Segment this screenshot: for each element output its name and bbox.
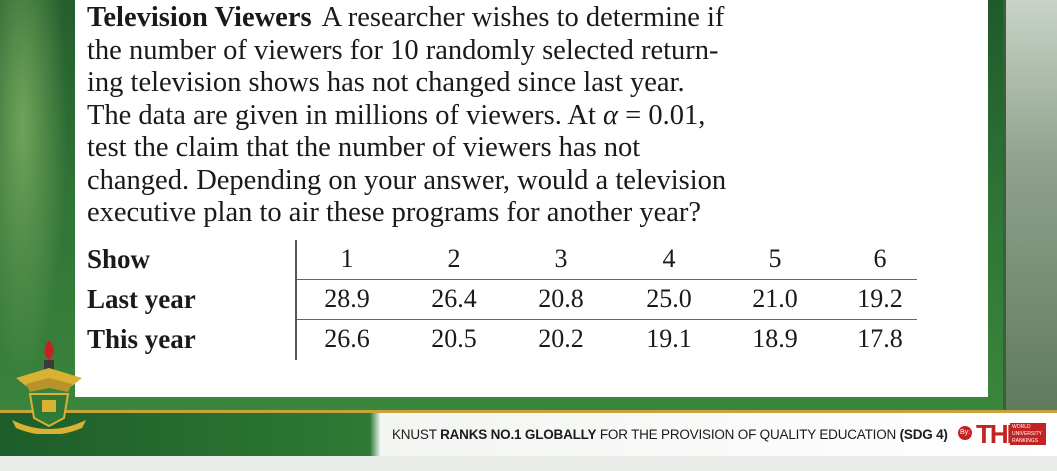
problem-line-2: the number of viewers for 10 randomly se…	[87, 34, 719, 66]
problem-heading: Television Viewers	[87, 2, 312, 33]
show-number: 2	[447, 244, 461, 273]
show-number: 5	[768, 244, 782, 273]
table-row-this-year: This year 26.6 20.5 20.2 19.1 18.9 17.8	[87, 320, 917, 360]
show-number: 6	[873, 244, 887, 273]
table-cell: 18.9	[752, 324, 798, 353]
table-cell: 28.9	[324, 284, 370, 313]
banner-text-mid: FOR THE PROVISION OF QUALITY EDUCATION	[599, 427, 897, 442]
banner-text: KNUST RANKS NO.1 GLOBALLY FOR THE PROVIS…	[392, 427, 948, 442]
row-label: This year	[87, 324, 196, 354]
right-strip-border	[1003, 0, 1006, 410]
problem-line-5: test the claim that the number of viewer…	[87, 132, 641, 163]
the-rankings-logo: THE WORLD UNIVERSITY RANKINGS	[976, 420, 1046, 448]
by-badge: By:	[958, 426, 972, 440]
problem-line-1: Television Viewers A researcher wishes to…	[87, 2, 967, 35]
banner-gold-line	[0, 410, 1057, 413]
right-side-strip	[1003, 0, 1057, 410]
table-rule-2	[297, 319, 917, 320]
table-cell: 20.2	[538, 324, 584, 353]
table-cell: 26.4	[431, 284, 477, 313]
problem-line-6: changed. Depending on your answer, would…	[87, 164, 727, 196]
university-crest-icon	[12, 340, 86, 434]
banner-text-bold: RANKS NO.1 GLOBALLY	[440, 427, 597, 442]
bottom-bar	[0, 456, 1057, 471]
problem-line-4: The data are given in millions of viewer…	[87, 100, 967, 133]
background-glow	[0, 0, 75, 420]
problem-text-4b: = 0.01,	[625, 99, 706, 131]
problem-line-3: ing television shows has not changed sin…	[87, 67, 685, 98]
table-cell: 19.2	[857, 284, 903, 313]
show-number: 4	[662, 244, 676, 273]
banner-text-pre: KNUST	[392, 427, 437, 442]
the-logo-subtitle: WORLD UNIVERSITY RANKINGS	[1010, 423, 1046, 445]
table-cell: 17.8	[857, 324, 903, 353]
problem-text-1: A researcher wishes to determine if	[321, 2, 725, 33]
problem-text-4a: The data are given in millions of viewer…	[87, 99, 596, 131]
problem-line-7: executive plan to air these programs for…	[87, 197, 702, 228]
textbook-page: Television Viewers A researcher wishes to…	[75, 0, 988, 397]
table-cell: 21.0	[752, 284, 798, 313]
table-vertical-rule	[295, 240, 297, 360]
table-cell: 19.1	[646, 324, 692, 353]
banner-text-sdg: (SDG 4)	[899, 427, 948, 442]
row-label: Last year	[87, 284, 196, 314]
problem-statement: Television Viewers A researcher wishes to…	[87, 2, 967, 230]
table-cell: 25.0	[646, 284, 692, 313]
header-label: Show	[87, 244, 151, 274]
show-number: 3	[554, 244, 568, 273]
table-header-row: Show 1 2 3 4 5 6	[87, 240, 917, 280]
table-cell: 20.5	[431, 324, 477, 353]
table-rule-1	[297, 279, 917, 280]
table-cell: 26.6	[324, 324, 370, 353]
table-row-last-year: Last year 28.9 26.4 20.8 25.0 21.0 19.2	[87, 280, 917, 320]
table-cell: 20.8	[538, 284, 584, 313]
show-number: 1	[340, 244, 354, 273]
bottom-banner: KNUST RANKS NO.1 GLOBALLY FOR THE PROVIS…	[0, 410, 1057, 456]
alpha-symbol: α	[603, 99, 619, 131]
